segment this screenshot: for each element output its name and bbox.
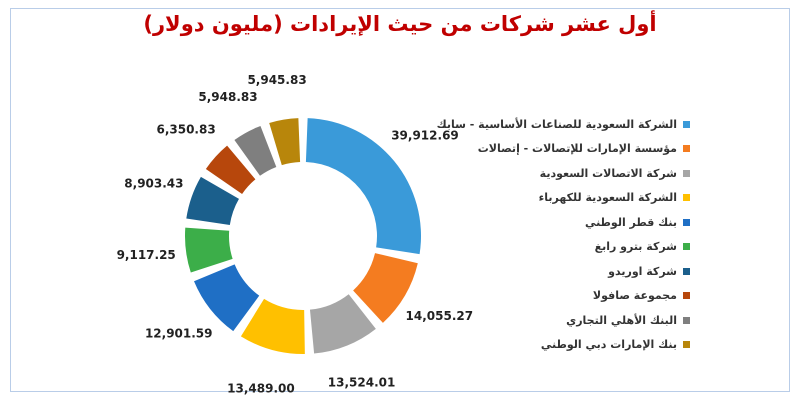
legend-item: شركة اوريدو: [437, 259, 690, 284]
legend-swatch: [683, 267, 690, 275]
legend-item: بنك الإمارات دبي الوطني: [437, 333, 690, 358]
donut-slice: [240, 298, 305, 354]
slice-value-label: 8,903.43: [124, 177, 183, 191]
slice-value-label: 13,524.01: [328, 376, 396, 390]
legend-swatch: [683, 316, 690, 324]
donut-slice: [305, 118, 422, 255]
chart-legend: الشركة السعودية للصناعات الأساسية - سابك…: [437, 112, 690, 357]
legend-swatch: [683, 120, 690, 128]
legend-item: شركة الاتصالات السعودية: [437, 161, 690, 186]
legend-label: البنك الأهلي التجاري: [566, 313, 677, 327]
donut-slice: [185, 227, 233, 273]
legend-swatch: [683, 194, 690, 202]
legend-label: بنك قطر الوطني: [584, 215, 677, 229]
legend-swatch: [683, 341, 690, 349]
slice-value-label: 9,117.25: [117, 248, 176, 262]
slice-value-label: 12,901.59: [145, 327, 213, 341]
legend-label: شركة بترو رابغ: [594, 240, 677, 254]
slice-value-label: 39,912.69: [391, 129, 459, 143]
slice-value-label: 5,945.83: [247, 73, 306, 87]
slice-value-label: 13,489.00: [227, 381, 295, 395]
legend-label: الشركة السعودية للصناعات الأساسية - سابك: [436, 117, 677, 131]
donut-slice: [234, 125, 277, 176]
legend-item: البنك الأهلي التجاري: [437, 308, 690, 333]
legend-item: الشركة السعودية للصناعات الأساسية - سابك: [437, 112, 690, 137]
legend-label: شركة الاتصالات السعودية: [539, 166, 677, 180]
slice-value-label: 5,948.83: [198, 90, 257, 104]
legend-label: مجموعة صافولا: [592, 289, 677, 303]
legend-swatch: [683, 243, 690, 251]
donut-slice: [205, 145, 256, 194]
donut-slice: [353, 253, 418, 323]
legend-swatch: [683, 169, 690, 177]
chart-title: أول عشر شركات من حيث الإيرادات (مليون دو…: [143, 12, 657, 36]
legend-label: بنك الإمارات دبي الوطني: [540, 338, 677, 352]
donut-slice: [309, 294, 376, 354]
legend-item: شركة بترو رابغ: [437, 235, 690, 260]
legend-label: الشركة السعودية للكهرباء: [538, 191, 677, 205]
slice-value-label: 6,350.83: [156, 123, 215, 137]
legend-swatch: [683, 292, 690, 300]
legend-item: مجموعة صافولا: [437, 284, 690, 309]
donut-slice: [194, 264, 260, 332]
legend-item: الشركة السعودية للكهرباء: [437, 186, 690, 211]
legend-swatch: [683, 218, 690, 226]
legend-item: بنك قطر الوطني: [437, 210, 690, 235]
legend-swatch: [683, 145, 690, 153]
legend-item: مؤسسة الإمارات للإتصالات - إتصالات: [437, 137, 690, 162]
donut-slice: [269, 118, 301, 166]
legend-label: شركة اوريدو: [608, 264, 677, 278]
donut-slice: [186, 176, 239, 226]
slice-value-label: 14,055.27: [406, 309, 474, 323]
legend-label: مؤسسة الإمارات للإتصالات - إتصالات: [477, 142, 677, 156]
